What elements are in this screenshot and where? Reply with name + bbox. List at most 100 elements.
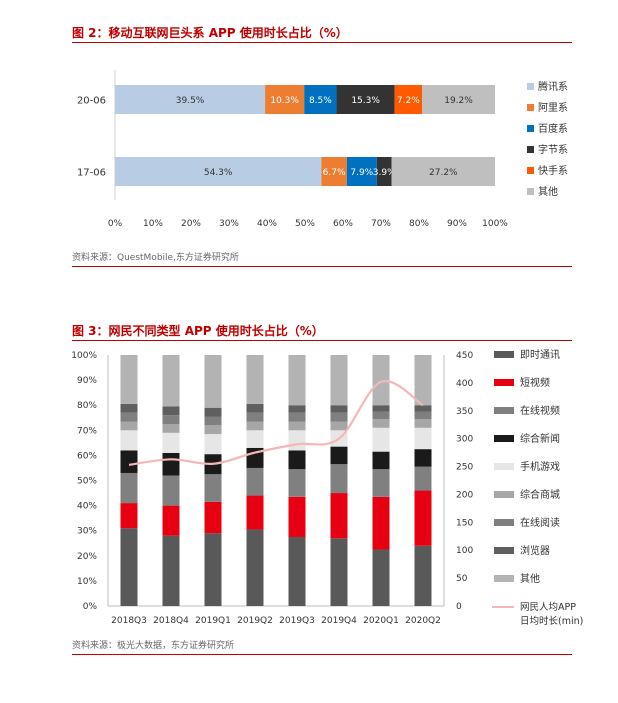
figure2-data-label: 54.3%	[204, 168, 233, 178]
figure3-legend-label: 综合新闻	[520, 432, 560, 445]
figure3-bar-segment	[246, 412, 264, 422]
figure3-legend-swatch	[494, 407, 514, 414]
figure3-bar-segment	[162, 415, 180, 425]
figure3-x-tick-label: 2019Q1	[195, 616, 231, 626]
figure3-bar-segment	[162, 535, 180, 606]
figure3-bar-segment	[246, 403, 264, 413]
figure3-bar-segment	[372, 496, 390, 550]
figure2-x-tick-label: 10%	[143, 219, 163, 229]
figure3-x-tick-label: 2020Q1	[363, 616, 399, 626]
figure3-bar-segment	[414, 419, 432, 428]
figure3-bar-segment	[204, 425, 222, 435]
figure3-bar-segment	[204, 501, 222, 534]
figure3-bar-segment	[414, 490, 432, 546]
figure2-data-label: 3.9%	[373, 168, 396, 178]
figure3-x-tick-label: 2019Q4	[321, 616, 357, 626]
figure3-bar-segment	[288, 469, 306, 497]
figure3-bar-segment	[204, 474, 222, 502]
figure3-legend-swatch	[494, 463, 514, 470]
figure3-x-tick-label: 2018Q4	[153, 616, 189, 626]
figure3-bar-segment	[120, 430, 138, 451]
figure3-bar-segment	[330, 355, 348, 406]
figure3-bar-segment	[120, 503, 138, 529]
figure2-data-label: 7.2%	[397, 96, 420, 106]
figure3-bar-segment	[372, 405, 390, 412]
figure3-bar-segment	[372, 427, 390, 452]
figure2-x-tick-label: 70%	[371, 219, 391, 229]
figure3-bar-segment	[162, 424, 180, 433]
figure3-left-tick-label: 60%	[77, 451, 97, 461]
figure3-bar-segment	[204, 416, 222, 426]
figure2-bottom-rule	[72, 266, 572, 267]
figure3-right-tick-label: 150	[456, 518, 473, 528]
figure2-x-tick-label: 60%	[333, 219, 353, 229]
figure2-bar-segment	[376, 157, 392, 186]
figure3-bar-segment	[414, 355, 432, 406]
figure2-legend-label: 腾讯系	[538, 80, 568, 93]
figure3-right-tick-label: 350	[456, 407, 473, 417]
figure3-bar-segment	[288, 405, 306, 413]
figure3-legend-label: 综合商城	[520, 488, 560, 501]
figure3-bar-segment	[372, 355, 390, 406]
figure2-bar-segment	[115, 85, 266, 114]
figure3-x-tick-label: 2020Q2	[405, 616, 441, 626]
figure2-legend-swatch	[527, 188, 534, 195]
figure3-right-tick-label: 0	[456, 602, 462, 612]
figure2-legend-swatch	[527, 83, 534, 90]
figure2-legend-label: 字节系	[538, 143, 568, 156]
figure3-bar-segment	[288, 496, 306, 537]
figure3-bar-segment	[330, 446, 348, 465]
figure2-chart: 20-06 39.5% 10.3% 8.5% 15.3% 7.2% 19.2% 17-06 54…	[77, 70, 568, 229]
figure2-legend-swatch	[527, 167, 534, 174]
figure3-legend-swatch	[494, 351, 514, 358]
figure3-bar-segment	[414, 427, 432, 450]
figure3-bar-segment	[120, 528, 138, 606]
figure3-right-tick-label: 450	[456, 351, 473, 361]
figure3-bar-segment	[246, 467, 264, 496]
figure3-bar-segment	[414, 466, 432, 491]
figure2-bar-segment	[422, 85, 495, 114]
figure2-legend-label: 快手系	[538, 164, 568, 177]
figure3-bar-segment	[372, 469, 390, 497]
figure3-top-rule	[72, 340, 572, 341]
figure2-data-label: 15.3%	[351, 96, 380, 106]
figure2-data-label: 10.3%	[270, 96, 299, 106]
figure3-right-tick-label: 50	[456, 574, 468, 584]
figure3-left-tick-label: 0%	[83, 602, 98, 612]
figure3-bar-segment	[330, 493, 348, 539]
figure2-data-label: 19.2%	[444, 96, 473, 106]
figure2-x-tick-label: 50%	[295, 219, 315, 229]
figure3-source: 资料来源：极光大数据，东方证券研究所	[72, 641, 235, 651]
figure3-legend-swatch	[494, 519, 514, 526]
figure2-legend-label: 其他	[538, 185, 558, 198]
figure3-legend-label: 在线视频	[520, 404, 560, 417]
figure3-bar-segment	[120, 355, 138, 404]
figure3-right-tick-label: 400	[456, 379, 473, 389]
figure2-x-tick-label: 20%	[181, 219, 201, 229]
figure3-bar-segment	[204, 407, 222, 417]
figure3-bar-segment	[162, 355, 180, 407]
figure2-x-tick-label: 90%	[447, 219, 467, 229]
figure3-bar-segment	[288, 430, 306, 451]
figure3-legend-label: 浏览器	[520, 544, 550, 557]
figure2-source: 资料来源：QuestMobile,东方证券研究所	[72, 253, 239, 263]
figure3-right-tick-label: 250	[456, 463, 473, 473]
figure2-bar-segment	[265, 85, 305, 114]
figure3-left-tick-label: 100%	[71, 351, 97, 361]
figure3-bar-segment	[120, 412, 138, 422]
figure3-bar-segment	[162, 475, 180, 506]
figure3-bar-segment	[204, 434, 222, 455]
figure2-bar-segment	[115, 157, 322, 186]
figure2-x-tick-label: 30%	[219, 219, 239, 229]
figure3-bar-segment	[204, 533, 222, 606]
figure3-duration-line	[128, 379, 424, 466]
figure3-bar-segment	[330, 412, 348, 422]
figure3-bar-segment	[372, 549, 390, 606]
figure3-left-tick-label: 80%	[77, 401, 97, 411]
figure3-left-tick-label: 20%	[77, 552, 97, 562]
figure2-x-tick-label: 80%	[409, 219, 429, 229]
figure3-bar-segment	[204, 355, 222, 408]
figure2-data-label: 7.9%	[350, 168, 373, 178]
figure2-data-label: 39.5%	[176, 96, 205, 106]
